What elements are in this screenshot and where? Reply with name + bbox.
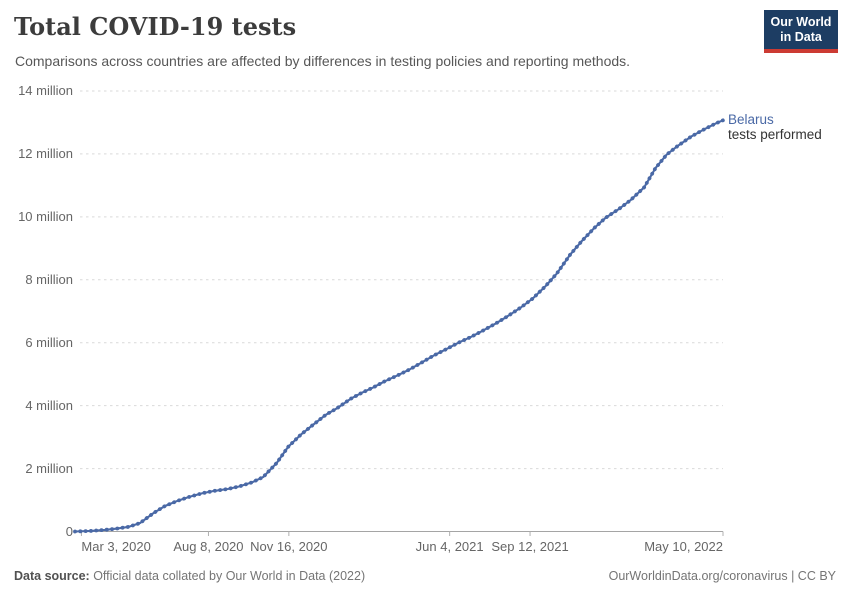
- chart-title: Total COVID-19 tests: [14, 12, 297, 41]
- footer-link[interactable]: OurWorldinData.org/coronavirus | CC BY: [608, 569, 836, 583]
- y-tick-label: 6 million: [25, 334, 73, 350]
- x-tick-label: Mar 3, 2020: [81, 539, 151, 554]
- series-unit-label: tests performed: [728, 127, 822, 143]
- y-tick-label: 12 million: [18, 145, 73, 161]
- y-tick-label: 8 million: [25, 271, 73, 287]
- x-tick-label: Jun 4, 2021: [415, 539, 484, 554]
- y-tick-label: 2 million: [25, 460, 73, 476]
- y-tick-label: 10 million: [18, 208, 73, 224]
- y-tick-label: 4 million: [25, 397, 73, 413]
- owid-logo-line1: Our World: [770, 15, 832, 29]
- owid-logo[interactable]: Our World in Data: [764, 10, 838, 53]
- owid-logo-line2: in Data: [780, 30, 822, 44]
- x-tick-label: Sep 12, 2021: [491, 539, 569, 554]
- y-tick-label: 14 million: [18, 83, 73, 98]
- x-tick-label: May 10, 2022: [644, 539, 723, 554]
- x-tick-label: Nov 16, 2020: [250, 539, 328, 554]
- y-tick-label: 0: [65, 523, 73, 539]
- series-entity-label: Belarus: [728, 112, 774, 128]
- belarus-line: [73, 119, 725, 533]
- belarus-line-markers: [73, 118, 725, 534]
- footer-data-source-label: Data source:: [14, 569, 90, 583]
- footer-data-source-text: Official data collated by Our World in D…: [89, 569, 366, 583]
- footer-data-source: Data source: Official data collated by O…: [14, 569, 365, 583]
- x-tick-label: Aug 8, 2020: [173, 539, 244, 554]
- chart-subtitle: Comparisons across countries are affecte…: [15, 53, 631, 69]
